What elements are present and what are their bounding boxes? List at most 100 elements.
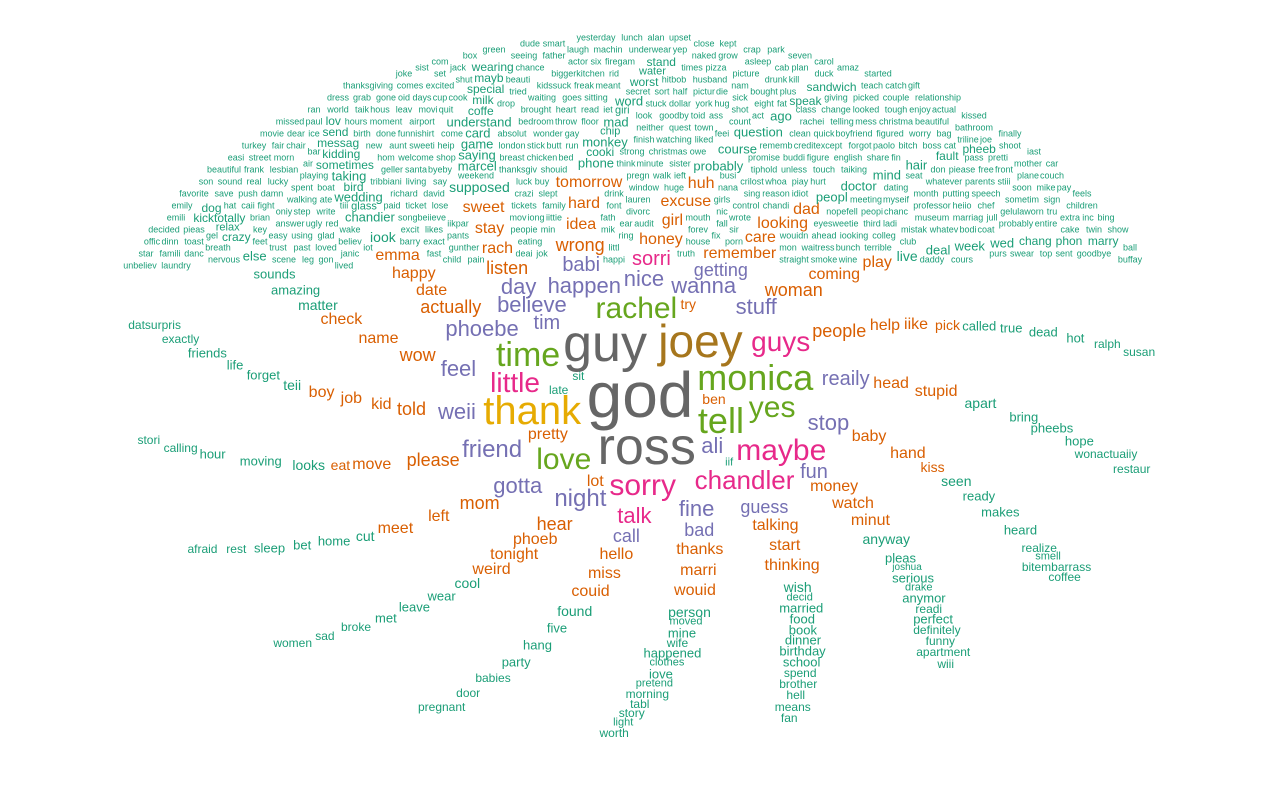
cloud-word: minute — [636, 158, 664, 169]
cloud-word: name — [358, 329, 399, 347]
cloud-word: gel — [205, 230, 219, 241]
cloud-word: married — [779, 600, 824, 616]
cloud-word: shouid — [540, 164, 568, 175]
cloud-word: tru — [1046, 206, 1058, 217]
cloud-word: cook — [448, 92, 468, 103]
cloud-word: chicken — [526, 152, 558, 163]
cloud-word: talking — [752, 517, 799, 535]
cloud-word: barry — [399, 236, 421, 247]
cloud-word: sing — [743, 188, 761, 199]
cloud-word: push — [238, 188, 258, 199]
cloud-word: share — [866, 152, 890, 163]
cloud-word: spend — [783, 666, 817, 681]
cloud-word: matter — [298, 297, 338, 314]
cloud-word: monkey — [582, 134, 628, 150]
cloud-word: fix — [711, 230, 721, 241]
cloud-word: house — [685, 236, 711, 247]
cloud-word: probably — [998, 218, 1034, 229]
cloud-word: messag — [317, 136, 360, 151]
cloud-word: come — [440, 128, 464, 139]
cloud-word: playing — [299, 170, 329, 181]
cloud-word: please — [406, 449, 460, 470]
cloud-word: mine — [667, 625, 697, 641]
cloud-word: pretti — [987, 152, 1009, 163]
cloud-word: asleep — [744, 56, 772, 67]
cloud-word: kiss — [920, 458, 945, 475]
cloud-word: nic — [716, 206, 728, 217]
cloud-word: emili — [166, 212, 186, 223]
cloud-word: game — [460, 136, 494, 152]
cloud-word: grab — [352, 92, 372, 103]
cloud-word: cat — [943, 140, 957, 151]
cloud-word: think — [616, 158, 636, 169]
cloud-word: party — [501, 654, 531, 670]
cloud-word: red — [325, 218, 339, 229]
cloud-word: sometim — [1004, 194, 1040, 205]
cloud-word: pheeb — [962, 141, 996, 156]
cloud-word: hello — [599, 545, 634, 563]
cloud-word: sounds — [253, 266, 296, 282]
cloud-word: stand — [646, 55, 676, 69]
cloud-word: try — [680, 295, 697, 312]
cloud-word: christmas — [648, 146, 688, 157]
cloud-word: morn — [273, 152, 295, 163]
cloud-word: hug — [714, 98, 730, 109]
cloud-word: tomorrow — [555, 174, 623, 192]
cloud-word: kidssuck — [536, 80, 572, 91]
cloud-word: send — [322, 125, 349, 140]
cloud-word: pregn — [626, 170, 650, 181]
cloud-word: iot — [363, 242, 373, 253]
cloud-word: told — [397, 398, 427, 419]
cloud-word: reaily — [821, 368, 870, 391]
cloud-word: figured — [876, 128, 904, 139]
cloud-word: entire — [1034, 218, 1058, 229]
cloud-word: glad — [317, 230, 335, 241]
cloud-word: machin — [593, 44, 623, 55]
cloud-word: kicktotally — [193, 210, 246, 225]
cloud-word: rememb — [759, 140, 793, 151]
cloud-word: street — [248, 152, 272, 163]
cloud-word: meeting — [849, 194, 883, 205]
cloud-word: divorc — [625, 206, 651, 217]
cloud-word: deal — [925, 242, 951, 258]
cloud-word: afraid — [187, 542, 218, 557]
cloud-word: buffay — [1117, 254, 1143, 265]
cloud-word: readi — [915, 601, 943, 616]
cloud-word: believe — [497, 292, 567, 318]
cloud-word: course — [717, 141, 757, 157]
cloud-word: reason — [762, 188, 790, 199]
cloud-word: chanc — [883, 206, 909, 217]
cloud-word: happy — [392, 264, 436, 282]
cloud-word: friends — [187, 345, 227, 361]
cloud-word: fat — [776, 98, 788, 109]
cloud-word: card — [465, 125, 491, 141]
cloud-word: light — [613, 716, 634, 729]
cloud-word: iook — [370, 228, 396, 245]
cloud-word: wouid — [674, 582, 716, 600]
cloud-word: sorri — [631, 248, 671, 271]
cloud-word: sometimes — [315, 158, 374, 173]
cloud-word: relationship — [914, 92, 962, 103]
cloud-word: top — [1039, 248, 1053, 259]
cloud-word: oid — [397, 92, 411, 103]
cloud-word: tried — [509, 86, 527, 97]
cloud-word: sad — [315, 628, 335, 643]
cloud-word: fall — [716, 218, 728, 229]
cloud-word: marriag — [952, 212, 984, 223]
cloud-word: close — [693, 38, 715, 49]
cloud-word: picture — [732, 68, 760, 79]
cloud-word: english — [833, 152, 863, 163]
cloud-word: late — [548, 382, 569, 397]
cloud-word: offic — [143, 236, 161, 247]
cloud-word: guys — [751, 325, 811, 357]
cloud-word: actual — [931, 104, 957, 115]
cloud-word: butt — [546, 140, 562, 151]
cloud-word: triline — [957, 134, 979, 145]
cloud-word: porn — [724, 236, 744, 247]
cloud-word: iif — [725, 456, 734, 469]
cloud-word: read — [580, 104, 600, 115]
cloud-word: soon — [1012, 182, 1032, 193]
cloud-word: ahead — [811, 230, 837, 241]
cloud-word: sent — [1055, 248, 1073, 259]
cloud-word: babi — [562, 254, 601, 277]
